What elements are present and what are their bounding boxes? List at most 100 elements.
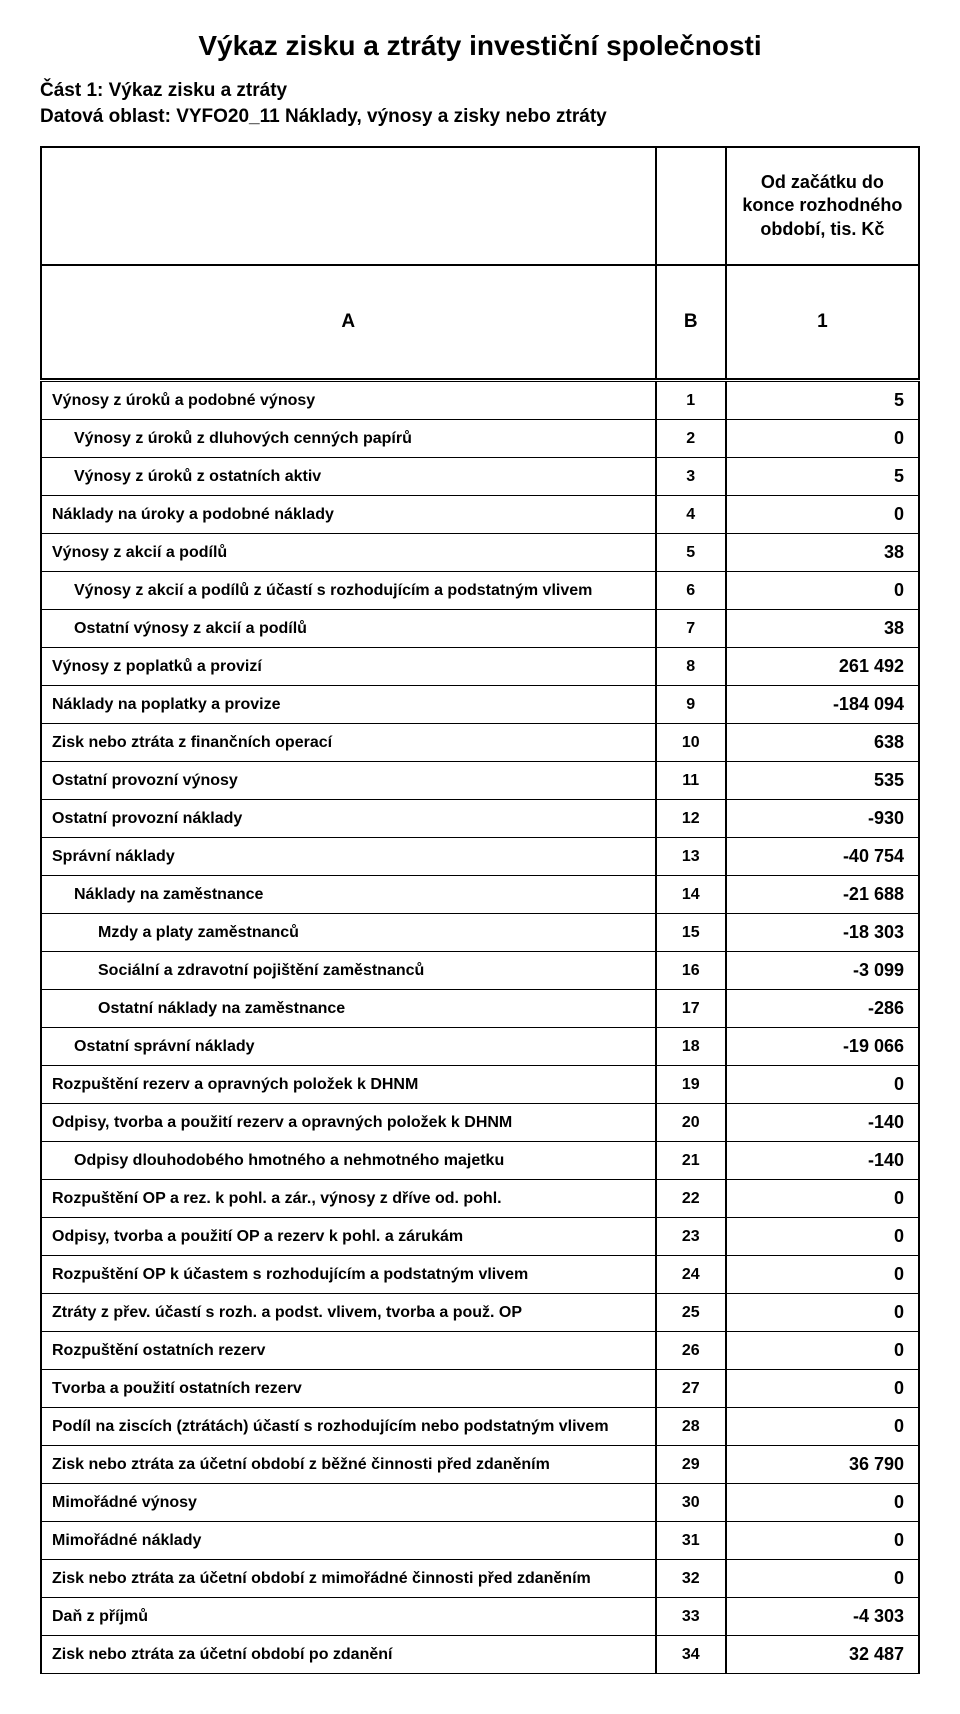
row-value: 0 [726,572,919,610]
row-number: 25 [656,1294,726,1332]
row-value: 0 [726,1370,919,1408]
page-title: Výkaz zisku a ztráty investiční společno… [40,30,920,62]
row-number: 19 [656,1066,726,1104]
row-label: Zisk nebo ztráta za účetní období z mimo… [41,1560,656,1598]
table-row: Výnosy z akcií a podílů538 [41,534,919,572]
row-number: 10 [656,724,726,762]
row-label: Ostatní náklady na zaměstnance [41,990,656,1028]
row-label: Náklady na poplatky a provize [41,686,656,724]
row-number: 14 [656,876,726,914]
row-label: Mimořádné výnosy [41,1484,656,1522]
table-header: Od začátku do konce rozhodného období, t… [40,146,920,380]
row-label: Ostatní výnosy z akcií a podílů [41,610,656,648]
row-value: 0 [726,1066,919,1104]
row-label: Ostatní provozní výnosy [41,762,656,800]
row-number: 24 [656,1256,726,1294]
row-number: 16 [656,952,726,990]
table-row: Podíl na ziscích (ztrátách) účastí s roz… [41,1408,919,1446]
page: Výkaz zisku a ztráty investiční společno… [0,0,960,1714]
row-number: 1 [656,380,726,420]
row-number: 7 [656,610,726,648]
row-value: 0 [726,1180,919,1218]
table-row: Mzdy a platy zaměstnanců15-18 303 [41,914,919,952]
header-letter-1: 1 [726,265,919,379]
row-value: 36 790 [726,1446,919,1484]
row-label: Rozpuštění OP a rez. k pohl. a zár., výn… [41,1180,656,1218]
section-subtitle-1: Část 1: Výkaz zisku a ztráty [40,80,920,102]
row-value: 535 [726,762,919,800]
row-value: 38 [726,610,919,648]
row-number: 15 [656,914,726,952]
table-row: Výnosy z poplatků a provizí8261 492 [41,648,919,686]
row-number: 26 [656,1332,726,1370]
header-letter-a: A [41,265,656,379]
row-number: 17 [656,990,726,1028]
row-number: 34 [656,1636,726,1674]
row-value: 0 [726,420,919,458]
row-value: 0 [726,1560,919,1598]
row-number: 3 [656,458,726,496]
row-label: Ostatní provozní náklady [41,800,656,838]
row-number: 27 [656,1370,726,1408]
row-label: Rozpuštění ostatních rezerv [41,1332,656,1370]
row-number: 8 [656,648,726,686]
row-label: Zisk nebo ztráta za účetní období z běžn… [41,1446,656,1484]
row-label: Odpisy, tvorba a použití OP a rezerv k p… [41,1218,656,1256]
header-period-label: Od začátku do konce rozhodného období, t… [726,147,919,265]
row-value: 638 [726,724,919,762]
row-number: 30 [656,1484,726,1522]
row-label: Odpisy dlouhodobého hmotného a nehmotnéh… [41,1142,656,1180]
data-table: Výnosy z úroků a podobné výnosy15Výnosy … [40,378,920,1674]
table-row: Ostatní provozní náklady12-930 [41,800,919,838]
table-row: Zisk nebo ztráta za účetní období z mimo… [41,1560,919,1598]
table-row: Ostatní náklady na zaměstnance17-286 [41,990,919,1028]
row-value: 0 [726,1522,919,1560]
row-label: Ostatní správní náklady [41,1028,656,1066]
row-value: 0 [726,496,919,534]
table-row: Výnosy z akcií a podílů z účastí s rozho… [41,572,919,610]
row-number: 29 [656,1446,726,1484]
row-number: 13 [656,838,726,876]
row-label: Odpisy, tvorba a použití rezerv a opravn… [41,1104,656,1142]
row-label: Rozpuštění rezerv a opravných položek k … [41,1066,656,1104]
row-number: 6 [656,572,726,610]
row-number: 28 [656,1408,726,1446]
row-label: Sociální a zdravotní pojištění zaměstnan… [41,952,656,990]
header-empty-a [41,147,656,265]
row-number: 20 [656,1104,726,1142]
header-letter-b: B [656,265,726,379]
row-label: Výnosy z úroků z dluhových cenných papír… [41,420,656,458]
row-number: 12 [656,800,726,838]
header-row-top: Od začátku do konce rozhodného období, t… [41,147,919,265]
row-number: 5 [656,534,726,572]
header-row-letters: A B 1 [41,265,919,379]
section-subtitle-2: Datová oblast: VYFO20_11 Náklady, výnosy… [40,106,920,128]
row-value: 32 487 [726,1636,919,1674]
table-row: Rozpuštění OP a rez. k pohl. a zár., výn… [41,1180,919,1218]
row-label: Náklady na úroky a podobné náklady [41,496,656,534]
row-label: Správní náklady [41,838,656,876]
row-label: Mimořádné náklady [41,1522,656,1560]
table-row: Odpisy, tvorba a použití rezerv a opravn… [41,1104,919,1142]
row-label: Výnosy z akcií a podílů z účastí s rozho… [41,572,656,610]
row-number: 31 [656,1522,726,1560]
row-value: -184 094 [726,686,919,724]
row-value: 5 [726,458,919,496]
row-value: 0 [726,1484,919,1522]
row-number: 4 [656,496,726,534]
row-label: Výnosy z akcií a podílů [41,534,656,572]
row-number: 22 [656,1180,726,1218]
row-label: Výnosy z úroků a podobné výnosy [41,380,656,420]
row-label: Daň z příjmů [41,1598,656,1636]
table-row: Ostatní výnosy z akcií a podílů738 [41,610,919,648]
row-value: -19 066 [726,1028,919,1066]
row-value: 0 [726,1332,919,1370]
row-value: 0 [726,1256,919,1294]
row-label: Rozpuštění OP k účastem s rozhodujícím a… [41,1256,656,1294]
table-row: Správní náklady13-40 754 [41,838,919,876]
table-row: Sociální a zdravotní pojištění zaměstnan… [41,952,919,990]
table-row: Mimořádné výnosy300 [41,1484,919,1522]
row-label: Zisk nebo ztráta z finančních operací [41,724,656,762]
table-row: Rozpuštění rezerv a opravných položek k … [41,1066,919,1104]
table-row: Odpisy, tvorba a použití OP a rezerv k p… [41,1218,919,1256]
